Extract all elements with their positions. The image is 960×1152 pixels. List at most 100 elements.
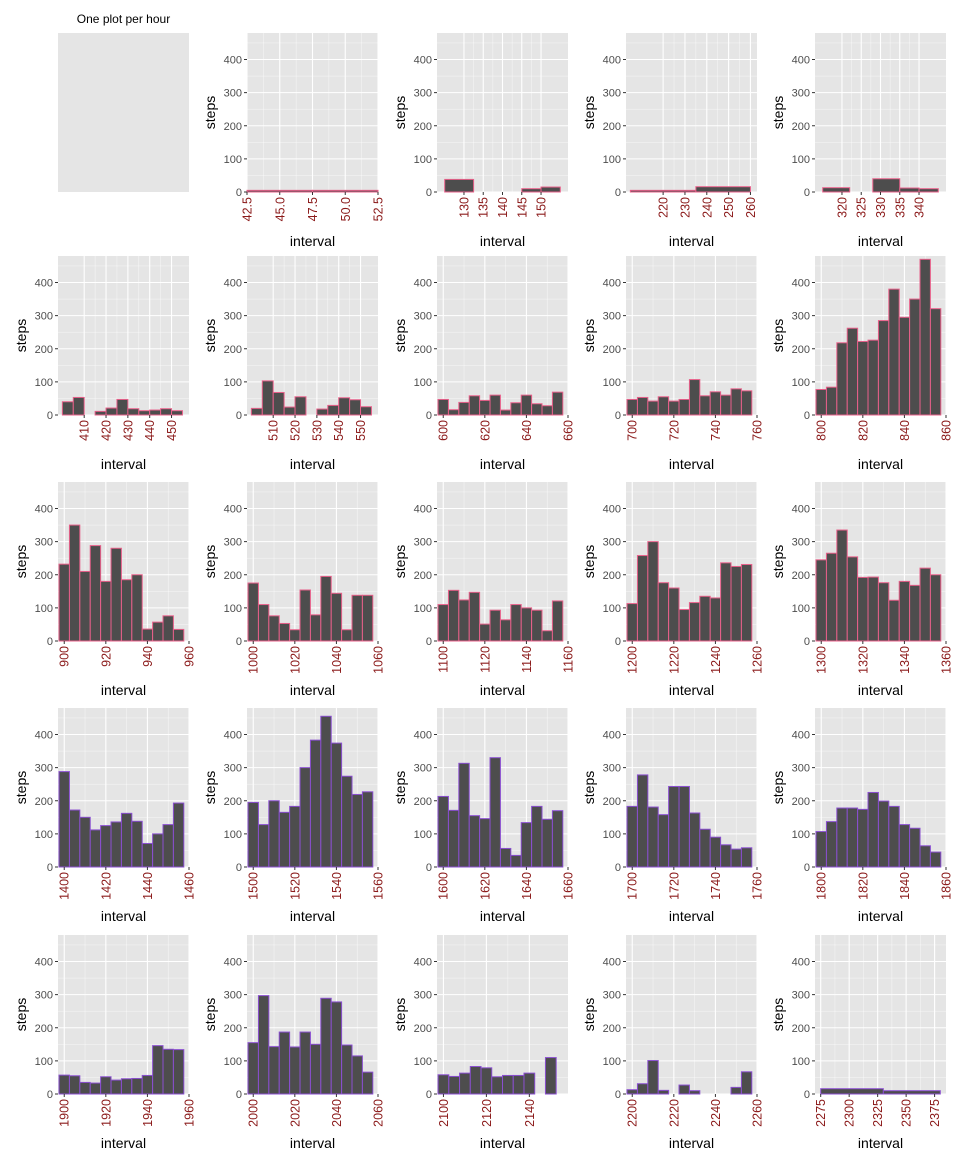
y-tick-label: 300 [603,311,621,323]
y-tick-label: 100 [414,1056,432,1068]
x-tick-label: 145 [515,197,529,218]
histogram-bar [699,395,711,416]
panel-background [437,256,568,415]
histogram-bar [120,579,133,642]
y-tick-label: 300 [35,763,53,775]
x-tick-label: 260 [744,197,758,218]
x-tick-label: 800 [815,420,829,441]
y-tick-label: 300 [792,537,810,549]
y-tick-label: 200 [224,1023,242,1035]
histogram-bar [261,380,274,416]
histogram-bar [468,591,481,642]
hour-panel: 0 100 200 300 400 600 620 640 660 interval steps [392,256,576,472]
histogram-bar [247,1042,259,1095]
x-tick-label: 1460 [183,872,197,900]
x-tick-label: 700 [626,420,640,441]
histogram-bar [520,394,533,416]
y-tick-label: 300 [603,88,621,100]
x-tick-label: 740 [709,420,723,441]
x-tick-label: 1400 [58,872,72,900]
x-axis-title: interval [480,233,525,249]
histogram-bar [815,388,827,416]
x-tick-label: 1540 [330,872,344,900]
x-tick-label: 640 [520,420,534,441]
x-tick-label: 45.0 [273,197,287,221]
x-tick-label: 135 [477,197,491,218]
x-axis-title: interval [858,456,903,472]
y-tick-label: 200 [414,344,432,356]
hour-panel: 0 100 200 300 400 320 325 330 335 340 interval step… [770,33,946,249]
y-tick-label: 0 [804,187,810,199]
histogram-bar [120,812,133,868]
y-axis-title: steps [13,998,29,1031]
histogram-bar [909,827,921,868]
histogram-bar [541,405,553,416]
x-axis-title: interval [669,1135,714,1151]
x-tick-label: 660 [562,420,576,441]
y-axis-title: steps [13,319,29,352]
histogram-bar [250,407,263,416]
y-tick-label: 0 [426,187,432,199]
x-tick-label: 1300 [815,646,829,674]
x-axis-title: interval [101,682,146,698]
histogram-bar [283,406,296,416]
x-tick-label: 50.0 [339,197,353,221]
y-tick-label: 300 [224,88,242,100]
histogram-bar [79,1081,91,1095]
histogram-bar [278,622,291,642]
x-tick-label: 1600 [437,872,451,900]
histogram-bar [867,339,879,416]
histogram-bar [657,814,670,868]
histogram-bar [149,409,162,416]
histogram-bar [468,815,481,868]
x-tick-label: 2350 [900,1099,914,1127]
x-tick-label: 130 [457,197,471,218]
y-tick-label: 200 [414,121,432,133]
histogram-bar [68,1075,81,1095]
x-tick-label: 520 [289,420,303,441]
x-tick-label: 1620 [478,872,492,900]
hour-panel: 0 100 200 300 400 130 135 140 145 150 interval step… [392,33,568,249]
histogram-bar [479,399,491,416]
hour-panel: 0 100 200 300 400 510 520 530 540 550 interval step… [202,256,378,472]
x-tick-label: 1740 [709,872,723,900]
y-axis-title: steps [770,545,786,578]
y-tick-label: 100 [792,377,810,389]
y-axis-title: steps [392,998,408,1031]
histogram-bar [351,594,363,642]
histogram-bar [172,802,185,868]
histogram-bar [647,806,659,868]
histogram-bar [172,628,185,642]
y-axis-title: steps [581,545,597,578]
histogram-bar [531,609,543,642]
y-tick-label: 400 [792,55,810,67]
y-axis-title: steps [581,771,597,804]
y-tick-label: 0 [236,636,242,648]
x-tick-label: 240 [700,197,714,218]
histogram-bar [110,1079,122,1095]
histogram-bar [678,1084,690,1095]
histogram-bar [730,388,742,416]
histogram-bar [836,807,848,868]
x-tick-label: 1960 [183,1099,197,1127]
x-tick-label: 430 [121,420,135,441]
histogram-bar [647,541,659,642]
histogram-bar [338,397,351,416]
histogram-bar [320,715,332,868]
histogram-bar [499,619,512,642]
x-tick-label: 220 [657,197,671,218]
x-tick-label: 1420 [99,872,113,900]
y-tick-label: 400 [414,957,432,969]
y-tick-label: 0 [426,862,432,874]
x-tick-label: 940 [141,646,155,667]
x-axis-title: interval [290,908,335,924]
histogram-bar [657,396,670,416]
histogram-bar [740,847,753,868]
histogram-bar [448,1075,461,1095]
y-axis-title: steps [392,545,408,578]
x-tick-label: 1720 [667,872,681,900]
histogram-bar [330,592,343,642]
histogram-bar [162,824,174,868]
x-tick-label: 2325 [871,1099,885,1127]
y-tick-label: 400 [603,278,621,290]
